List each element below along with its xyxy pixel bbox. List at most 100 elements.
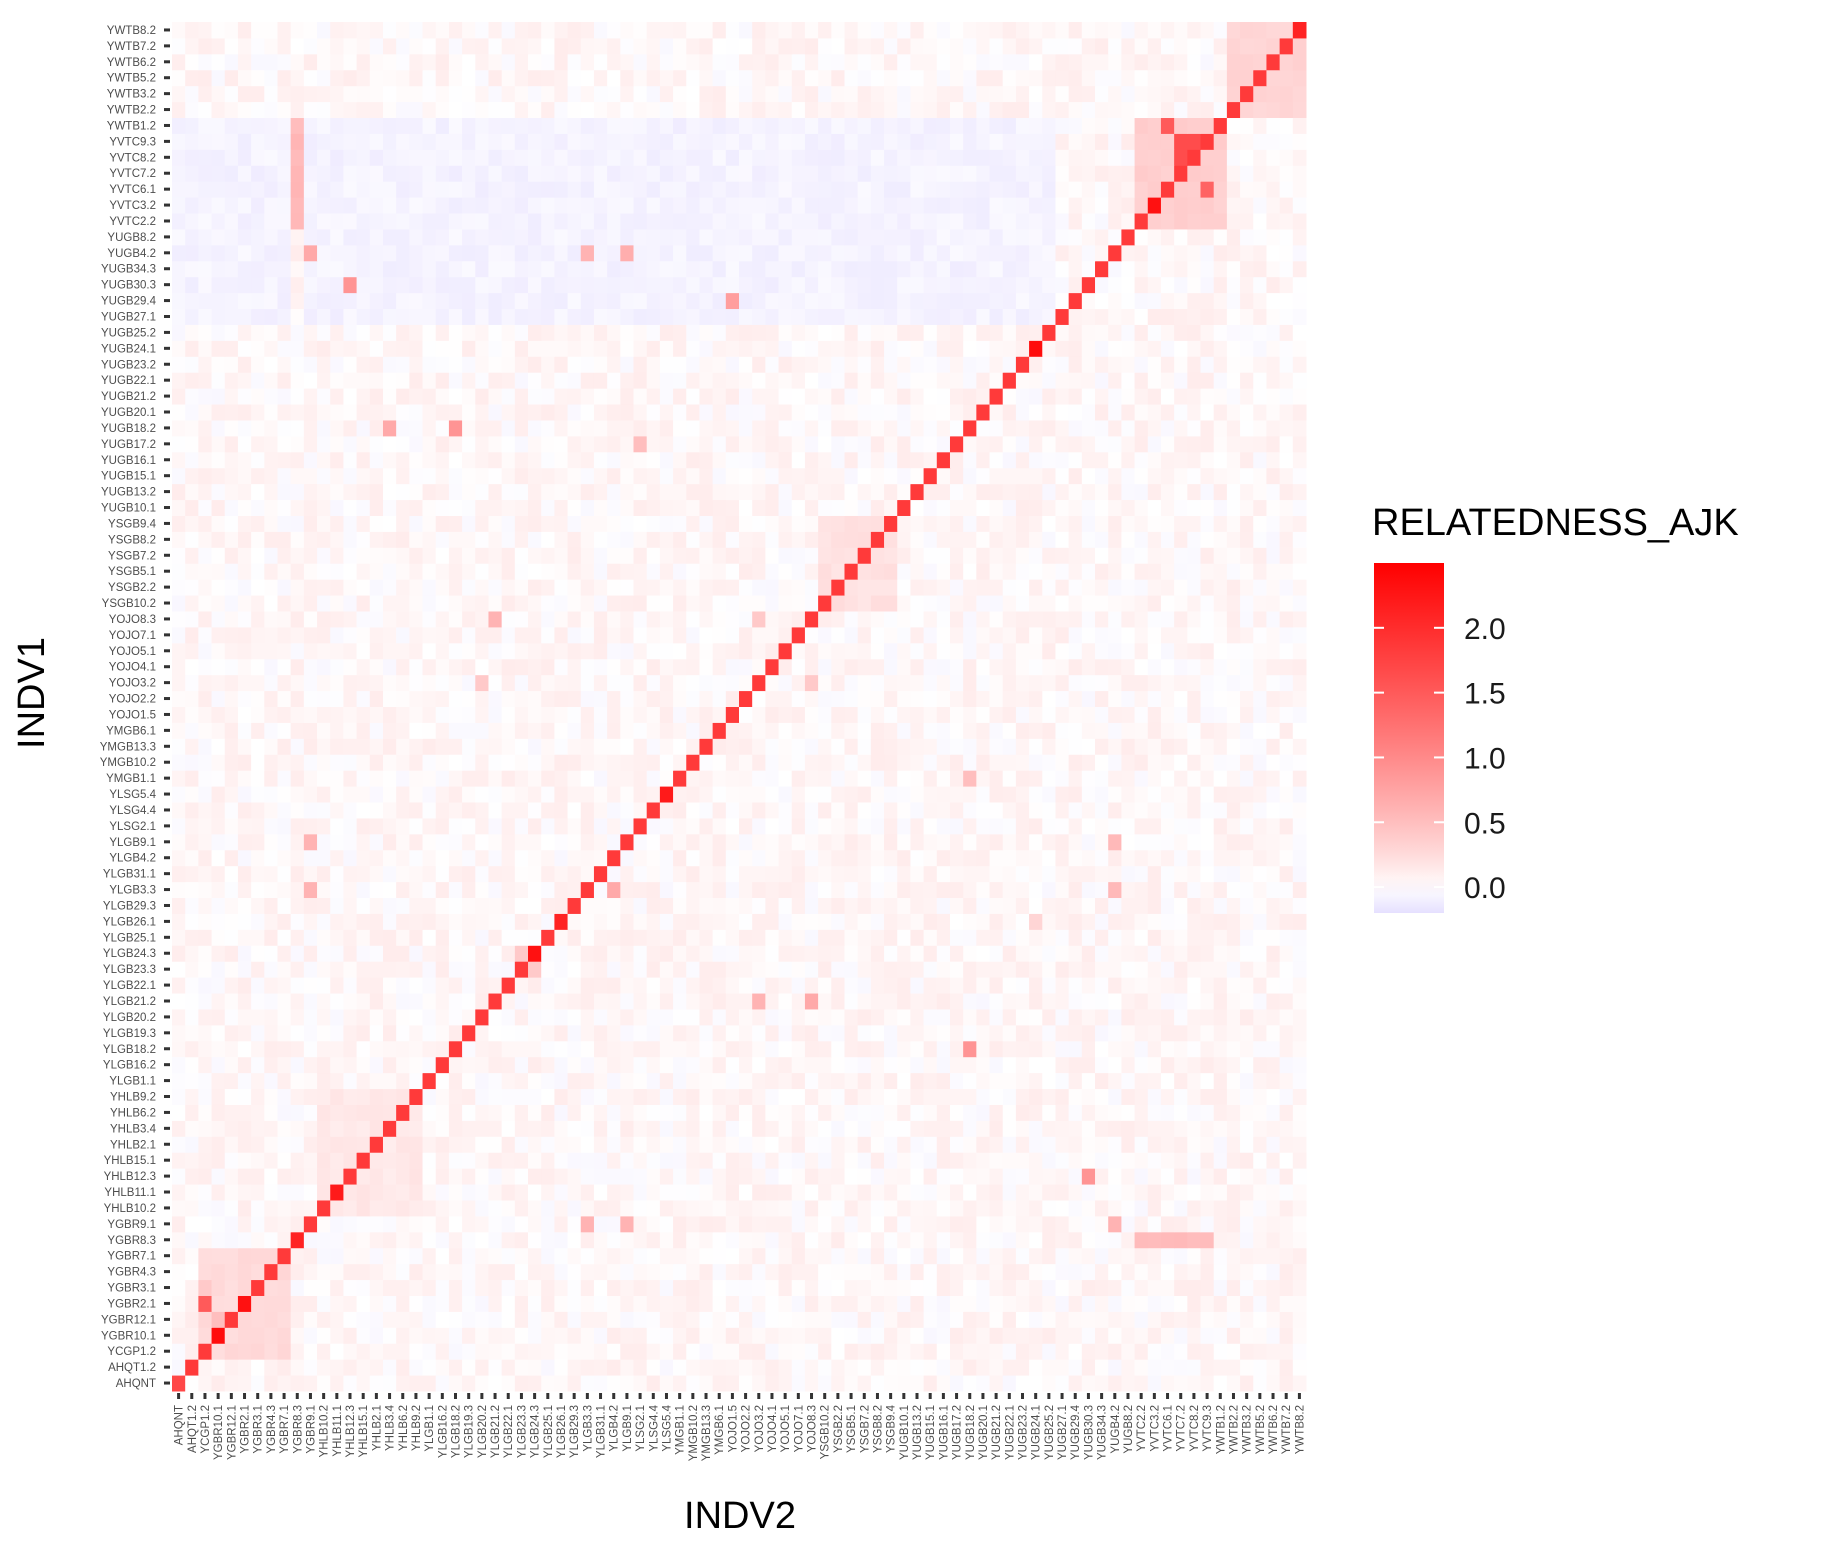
heatmap-cell (1292, 993, 1307, 1010)
heatmap-cell (382, 642, 397, 660)
heatmap-cell (1187, 1168, 1202, 1185)
heatmap-cell (659, 1263, 674, 1281)
heatmap-cell (923, 722, 938, 739)
heatmap-cell (356, 1295, 371, 1312)
heatmap-cell (699, 1040, 714, 1058)
heatmap-cell (409, 1120, 424, 1137)
heatmap-cell (172, 1375, 186, 1392)
heatmap-cell (396, 1359, 410, 1376)
heatmap-cell (844, 1168, 859, 1185)
heatmap-cell (593, 1168, 608, 1185)
heatmap-cell (1029, 849, 1043, 867)
heatmap-cell (725, 1327, 740, 1344)
heatmap-cell (514, 786, 529, 803)
heatmap-cell (1187, 1152, 1202, 1169)
heatmap-cell (857, 515, 872, 532)
heatmap-cell (185, 1056, 199, 1074)
heatmap-cell (739, 626, 753, 644)
heatmap-cell (607, 547, 621, 564)
heatmap-cell (857, 1231, 872, 1249)
heatmap-cell (343, 1295, 358, 1312)
heatmap-cell (857, 722, 872, 739)
heatmap-cell (580, 1295, 595, 1312)
heatmap-cell (1174, 865, 1188, 883)
heatmap-cell (501, 515, 516, 532)
heatmap-cell (976, 626, 991, 644)
heatmap-cell (633, 722, 648, 739)
heatmap-cell (1147, 993, 1162, 1010)
heatmap-cell (646, 1263, 661, 1281)
heatmap-cell (488, 1215, 503, 1233)
heatmap-cell (462, 1199, 476, 1217)
heatmap-cell (1292, 961, 1307, 978)
heatmap-cell (198, 993, 213, 1010)
heatmap-cell (699, 802, 714, 819)
heatmap-cell (857, 849, 872, 867)
heatmap-cell (1108, 563, 1122, 580)
heatmap-cell (844, 1311, 859, 1328)
heatmap-cell (369, 881, 384, 899)
heatmap-cell (831, 770, 845, 787)
heatmap-cell (554, 1359, 569, 1376)
heatmap-cell (448, 1359, 463, 1376)
heatmap-cell (857, 706, 872, 723)
heatmap-cell (725, 499, 740, 516)
heatmap-cell (778, 610, 793, 628)
heatmap-cell (1042, 515, 1056, 532)
heatmap-cell (1226, 1215, 1241, 1233)
heatmap-cell (1279, 1040, 1294, 1058)
heatmap-cell (488, 1263, 503, 1281)
heatmap-cell (818, 897, 832, 914)
heatmap-cell (1055, 754, 1070, 771)
heatmap-cell (1029, 1152, 1043, 1169)
heatmap-cell (317, 467, 331, 485)
heatmap-cell (317, 1199, 331, 1217)
heatmap-cell (514, 929, 529, 946)
heatmap-cell (1055, 1199, 1070, 1217)
heatmap-cell (541, 1072, 555, 1090)
heatmap-cell (1292, 483, 1307, 501)
heatmap-cell (264, 626, 278, 644)
heatmap-cell (488, 1056, 503, 1074)
heatmap-cell (567, 1136, 582, 1153)
heatmap-cell (541, 817, 555, 835)
heatmap-cell (752, 961, 766, 978)
heatmap-cell (897, 786, 911, 803)
heatmap-cell (224, 467, 239, 485)
heatmap-cell (198, 547, 213, 564)
heatmap-cell (1147, 817, 1162, 835)
heatmap-cell (1029, 833, 1043, 851)
heatmap-cell (462, 515, 476, 532)
heatmap-cell (844, 483, 859, 501)
heatmap-cell (1042, 881, 1056, 899)
heatmap-cell (818, 945, 832, 962)
heatmap-cell (501, 865, 516, 883)
heatmap-cell (448, 1120, 463, 1137)
heatmap-cell (1015, 977, 1030, 994)
heatmap-cell (633, 1088, 648, 1105)
heatmap-cell (1292, 1024, 1307, 1042)
heatmap-cell (884, 1247, 898, 1265)
heatmap-cell (1226, 1263, 1241, 1281)
heatmap-cell (673, 1056, 687, 1074)
heatmap-cell (1240, 1263, 1254, 1281)
heatmap-cell (752, 706, 766, 723)
heatmap-cell (1200, 595, 1215, 612)
heatmap-cell (686, 897, 700, 914)
heatmap-cell (435, 993, 450, 1010)
heatmap-cell (369, 610, 384, 628)
heatmap-cell (765, 754, 780, 771)
heatmap-cell (857, 833, 872, 851)
heatmap-cell (620, 483, 635, 501)
heatmap-cell (686, 802, 700, 819)
heatmap-cell (1068, 531, 1083, 548)
heatmap-cell (1055, 1136, 1070, 1153)
heatmap-cell (224, 531, 239, 548)
heatmap-cell (818, 1295, 832, 1312)
heatmap-cell (1055, 1327, 1070, 1344)
heatmap-cell (659, 993, 674, 1010)
heatmap-cell (211, 1008, 226, 1026)
heatmap-cell (673, 833, 687, 851)
heatmap-cell (804, 1072, 819, 1090)
heatmap-cell (1279, 1247, 1294, 1265)
